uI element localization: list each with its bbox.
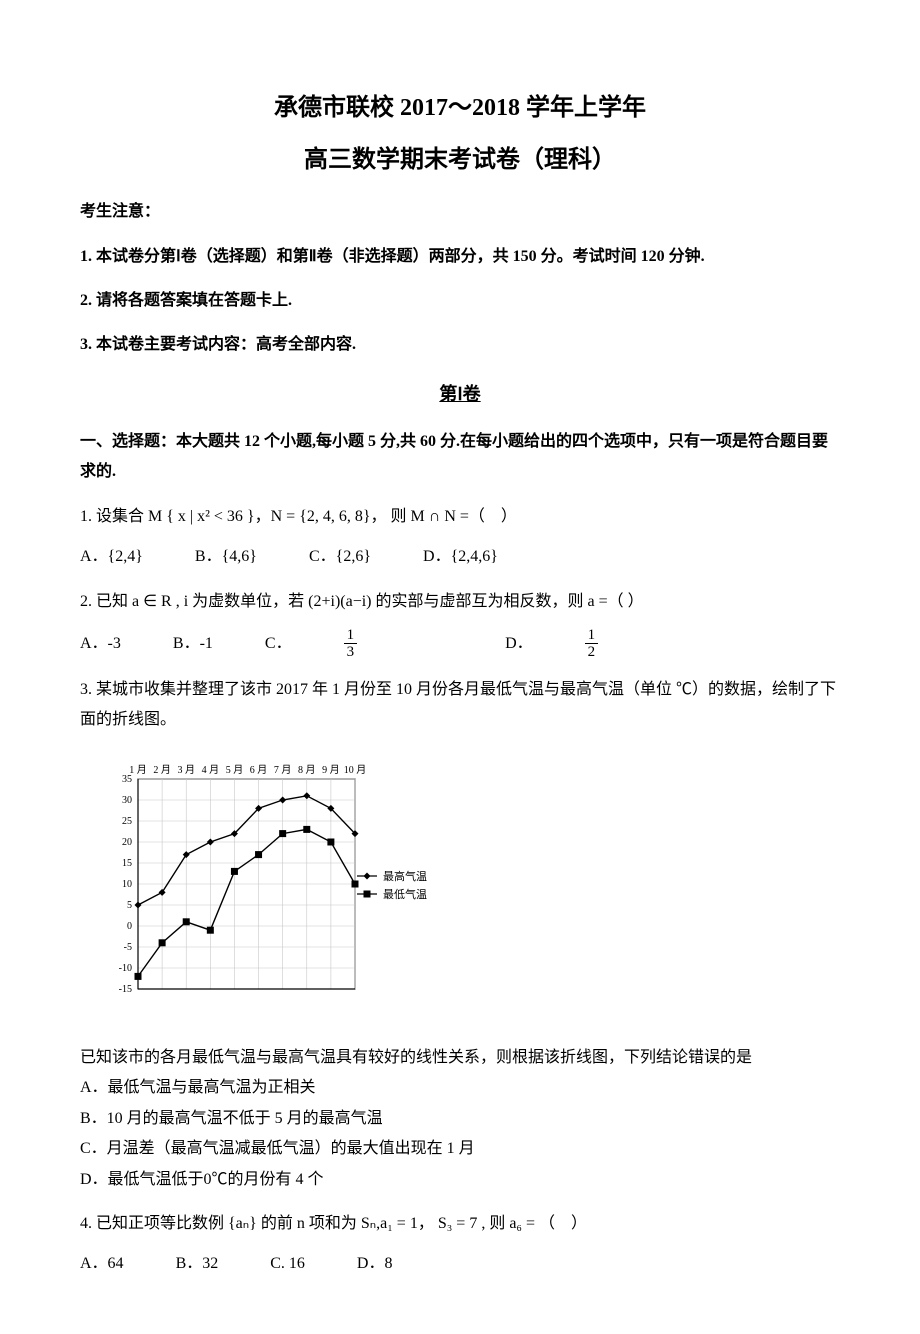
q2-opt-a: A．-3 <box>80 629 121 659</box>
svg-text:10 月: 10 月 <box>344 764 367 776</box>
svg-text:最高气温: 最高气温 <box>383 869 427 883</box>
q1-opt-a: A．{2,4} <box>80 542 143 572</box>
q2-d-den: 2 <box>585 644 599 661</box>
q1-text: 1. 设集合 M { x | x² < 36 }，N = {2, 4, 6, 8… <box>80 502 840 532</box>
svg-text:6 月: 6 月 <box>250 764 267 776</box>
q2-d-prefix: D． <box>505 629 533 659</box>
notes-heading: 考生注意： <box>80 197 840 227</box>
q4-opt-d: D．8 <box>357 1249 393 1279</box>
svg-text:20: 20 <box>122 837 132 848</box>
svg-text:8 月: 8 月 <box>298 764 316 776</box>
q2-opt-c: C． 1 3 <box>265 627 453 661</box>
note-3: 3. 本试卷主要考试内容：高考全部内容. <box>80 330 840 360</box>
part-1-label: 第Ⅰ卷 <box>80 377 840 411</box>
svg-text:4 月: 4 月 <box>202 764 220 776</box>
question-1: 1. 设集合 M { x | x² < 36 }，N = {2, 4, 6, 8… <box>80 502 840 573</box>
svg-text:2 月: 2 月 <box>153 764 171 776</box>
question-4: 4. 已知正项等比数例 {aₙ} 的前 n 项和为 Sₙ,a₁ = 1， S₃ … <box>80 1209 840 1280</box>
svg-text:5: 5 <box>127 900 132 911</box>
svg-text:7 月: 7 月 <box>274 764 292 776</box>
q2-opt-b: B．-1 <box>173 629 213 659</box>
question-3: 3. 某城市收集并整理了该市 2017 年 1 月份至 10 月份各月最低气温与… <box>80 675 840 1195</box>
svg-text:10: 10 <box>122 879 132 890</box>
svg-text:-5: -5 <box>124 942 132 953</box>
temperature-chart: -15-10-5051015202530351 月2 月3 月4 月5 月6 月… <box>90 754 840 1025</box>
svg-text:3 月: 3 月 <box>177 764 195 776</box>
q1-opt-b: B．{4,6} <box>195 542 257 572</box>
svg-text:25: 25 <box>122 816 132 827</box>
svg-text:15: 15 <box>122 858 132 869</box>
note-2: 2. 请将各题答案填在答题卡上. <box>80 286 840 316</box>
q2-d-frac: 1 2 <box>585 627 647 661</box>
q2-opt-d: D． 1 2 <box>505 627 694 661</box>
q1-opt-c: C．{2,6} <box>309 542 371 572</box>
q2-c-den: 3 <box>344 644 358 661</box>
exam-title-2: 高三数学期末考试卷（理科） <box>80 138 840 184</box>
q4-opt-b: B．32 <box>176 1249 219 1279</box>
svg-text:-10: -10 <box>119 963 132 974</box>
svg-text:9 月: 9 月 <box>322 764 340 776</box>
q2-c-num: 1 <box>344 627 358 645</box>
svg-text:30: 30 <box>122 795 132 806</box>
q3-intro: 3. 某城市收集并整理了该市 2017 年 1 月份至 10 月份各月最低气温与… <box>80 675 840 736</box>
q3-opt-b: B．10 月的最高气温不低于 5 月的最高气温 <box>80 1104 840 1134</box>
svg-text:0: 0 <box>127 921 132 932</box>
q1-opt-d: D．{2,4,6} <box>423 542 498 572</box>
q3-opt-c: C．月温差（最高气温减最低气温）的最大值出现在 1 月 <box>80 1134 840 1164</box>
q4-opt-a: A．64 <box>80 1249 124 1279</box>
mc-heading: 一、选择题：本大题共 12 个小题,每小题 5 分,共 60 分.在每小题给出的… <box>80 427 840 488</box>
svg-text:5 月: 5 月 <box>226 764 244 776</box>
q4-opt-c: C. 16 <box>270 1249 305 1279</box>
question-2: 2. 已知 a ∈ R , i 为虚数单位，若 (2+i)(a−i) 的实部与虚… <box>80 587 840 661</box>
q2-c-prefix: C． <box>265 629 292 659</box>
q2-c-frac: 1 3 <box>344 627 406 661</box>
note-1: 1. 本试卷分第Ⅰ卷（选择题）和第Ⅱ卷（非选择题）两部分，共 150 分。考试时… <box>80 242 840 272</box>
q3-opt-a: A．最低气温与最高气温为正相关 <box>80 1073 840 1103</box>
exam-title-1: 承德市联校 2017～2018 学年上学年 <box>80 86 840 132</box>
q4-text: 4. 已知正项等比数例 {aₙ} 的前 n 项和为 Sₙ,a₁ = 1， S₃ … <box>80 1209 840 1239</box>
q3-opt-d: D．最低气温低于0℃的月份有 4 个 <box>80 1165 840 1195</box>
q3-after: 已知该市的各月最低气温与最高气温具有较好的线性关系，则根据该折线图，下列结论错误… <box>80 1043 840 1073</box>
svg-text:最低气温: 最低气温 <box>383 887 427 901</box>
svg-text:-15: -15 <box>119 984 132 995</box>
svg-text:1 月: 1 月 <box>129 764 147 776</box>
q2-d-num: 1 <box>585 627 599 645</box>
q2-text: 2. 已知 a ∈ R , i 为虚数单位，若 (2+i)(a−i) 的实部与虚… <box>80 587 840 617</box>
